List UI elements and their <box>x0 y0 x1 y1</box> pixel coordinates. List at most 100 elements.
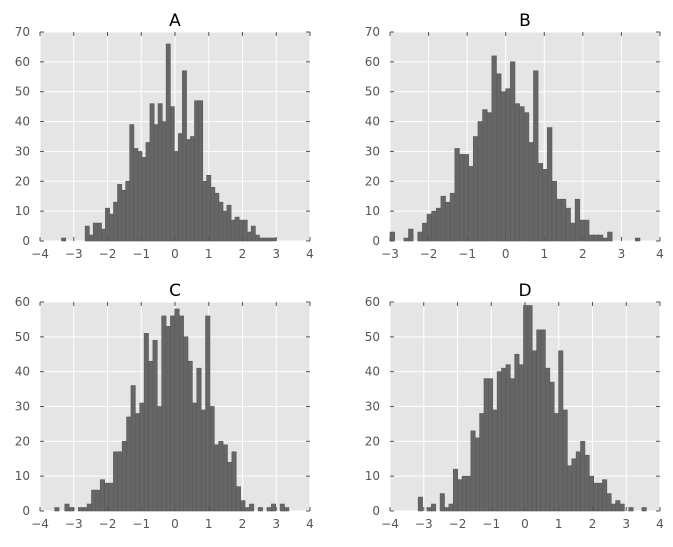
histogram-bar <box>139 402 145 512</box>
histogram-bar <box>222 444 228 512</box>
histogram-bar <box>417 496 423 512</box>
histogram-bar <box>444 507 450 512</box>
histogram-bar <box>182 70 187 242</box>
histogram-bar <box>473 136 479 242</box>
histogram-bar <box>431 503 437 512</box>
x-tick-label: 1 <box>205 517 213 531</box>
histogram-bar <box>477 121 483 242</box>
histogram-bar <box>580 441 586 512</box>
histogram-bar <box>579 219 585 242</box>
histogram-bar <box>109 213 114 242</box>
x-tick-label: 3 <box>618 247 626 261</box>
x-tick-label: 4 <box>656 517 664 531</box>
y-tick-label: 50 <box>15 330 30 344</box>
histogram-bar <box>78 507 83 512</box>
histogram-bar <box>214 192 220 242</box>
histogram-bar <box>523 305 529 512</box>
histogram-bar <box>448 503 454 512</box>
histogram-bar <box>174 308 180 512</box>
histogram-bar <box>84 225 90 242</box>
y-tick-label: 40 <box>365 365 380 379</box>
histogram-bar <box>440 195 446 242</box>
histogram-bar <box>117 451 123 512</box>
histogram-bar <box>565 207 571 242</box>
x-tick-label: 3 <box>272 517 280 531</box>
histogram-bar <box>153 124 159 242</box>
x-tick-label: 0 <box>502 247 510 261</box>
histogram-bar <box>628 507 634 512</box>
histogram-bar <box>610 503 616 512</box>
x-tick-label: 0 <box>521 517 529 531</box>
y-tick-label: 50 <box>365 330 380 344</box>
histogram-bar <box>551 180 557 242</box>
subplot-title: C <box>169 281 181 301</box>
histogram-bar <box>492 409 498 512</box>
histogram-bar <box>249 503 255 512</box>
histogram-bar <box>510 378 516 512</box>
histogram-bar <box>459 154 465 242</box>
histogram-bar <box>141 157 147 242</box>
y-tick-label: 0 <box>372 504 380 518</box>
histogram-bar <box>488 378 494 512</box>
x-tick-label: −4 <box>381 517 399 531</box>
x-tick-label: 4 <box>306 517 314 531</box>
histogram-bar <box>468 166 474 242</box>
histogram-bar <box>173 151 179 242</box>
histogram-bar <box>202 180 208 242</box>
histogram-bar <box>588 234 594 242</box>
y-tick-label: 0 <box>22 504 30 518</box>
subplot-title: A <box>169 11 181 31</box>
x-tick-label: 4 <box>306 247 314 261</box>
histogram-bar <box>431 210 437 242</box>
histogram-bar <box>117 183 123 242</box>
histogram-bar <box>527 305 533 512</box>
histogram-bar <box>635 237 641 242</box>
histogram-bar <box>496 73 502 242</box>
histogram-bar <box>619 503 625 512</box>
histogram-bar <box>246 231 252 242</box>
y-tick-label: 70 <box>15 25 30 39</box>
histogram-bar <box>113 451 119 512</box>
y-tick-label: 10 <box>15 469 30 483</box>
histogram-bar <box>536 329 542 512</box>
histogram-bar <box>178 315 184 512</box>
histogram-bar <box>121 441 127 512</box>
histogram-bar <box>126 416 132 512</box>
histogram-bar <box>130 385 136 512</box>
y-tick-label: 40 <box>15 115 30 129</box>
histogram-bar <box>514 353 520 512</box>
histogram-bar <box>200 409 206 512</box>
subplot-title: D <box>518 281 531 301</box>
histogram-bar <box>129 124 135 242</box>
histogram-bar <box>86 503 92 512</box>
y-tick-label: 20 <box>365 434 380 448</box>
histogram-bar <box>528 142 534 242</box>
y-tick-label: 20 <box>365 174 380 188</box>
y-tick-label: 20 <box>15 174 30 188</box>
histogram-bar <box>125 180 131 242</box>
histogram-bar <box>417 231 423 242</box>
histogram-bar <box>514 103 520 242</box>
x-tick-label: 2 <box>589 517 597 531</box>
histogram-bar <box>218 441 224 512</box>
histogram-bar <box>156 406 162 512</box>
histogram-bar <box>641 507 647 512</box>
histogram-bar <box>161 121 167 242</box>
y-tick-label: 10 <box>365 469 380 483</box>
histogram-bar <box>547 127 553 242</box>
histogram-bar <box>452 468 458 512</box>
histogram-bar <box>218 201 224 242</box>
histogram-bar <box>531 350 537 512</box>
y-tick-label: 30 <box>365 144 380 158</box>
histogram-bar <box>271 503 277 512</box>
histogram-bar <box>250 225 256 242</box>
histogram-bar <box>214 444 220 512</box>
histogram-bar <box>537 163 544 242</box>
histogram-bar <box>457 479 463 512</box>
histogram-bar <box>284 507 290 512</box>
x-tick-label: −1 <box>482 517 500 531</box>
histogram-bar <box>408 228 414 242</box>
x-tick-label: −2 <box>99 247 117 261</box>
